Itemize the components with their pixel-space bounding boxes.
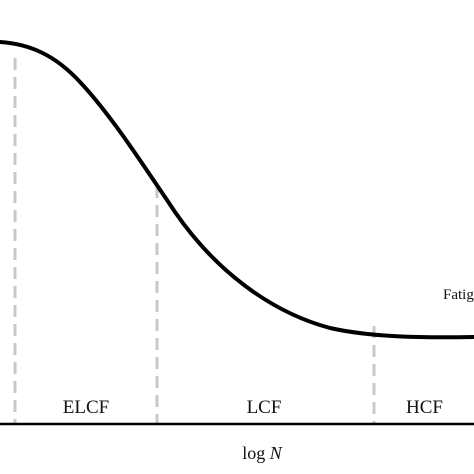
x-axis-label-prefix: log	[242, 443, 270, 463]
region-label-elcf: ELCF	[63, 397, 109, 418]
curve-label-fatigue: Fatigue	[443, 287, 474, 303]
region-label-lcf: LCF	[247, 397, 282, 418]
region-label-hcf: HCF	[406, 397, 443, 418]
x-axis-label: log N	[242, 443, 283, 463]
x-axis-label-variable: N	[269, 443, 283, 463]
fatigue-curve	[0, 40, 474, 340]
